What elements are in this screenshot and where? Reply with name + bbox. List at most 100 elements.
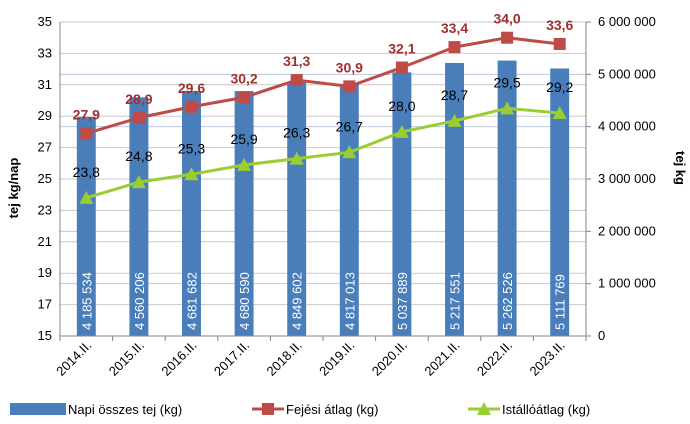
bar	[445, 62, 464, 336]
data-labels: 4 185 534 4 560 206 4 681 682 4 680 590 4 84…	[73, 11, 574, 330]
red-data-label: 34,0	[493, 11, 520, 27]
y-right-tick-label: 2 000 000	[598, 223, 656, 238]
line-point	[343, 80, 356, 93]
green-data-label: 24,8	[125, 148, 152, 164]
y-left-tick-label: 27	[38, 140, 52, 155]
y-left-tick-label: 21	[38, 234, 52, 249]
red-data-label: 30,2	[230, 70, 257, 86]
bar-data-label: 5 111 769	[553, 274, 568, 330]
line-point	[79, 190, 94, 204]
line-point	[342, 145, 357, 159]
bar	[234, 91, 254, 336]
red-data-label: 33,4	[441, 20, 468, 36]
green-data-label: 28,7	[441, 87, 468, 103]
bar	[182, 90, 201, 336]
line-point	[132, 111, 145, 124]
bar-data-label: 4 560 206	[132, 272, 147, 330]
line-point	[395, 61, 408, 74]
x-tick-label: 2017.II.	[211, 338, 252, 379]
bar	[339, 83, 359, 336]
legend-marker	[477, 402, 491, 415]
y-right-tick-label: 0	[598, 328, 605, 343]
y-left-tick-label: 19	[38, 265, 52, 280]
line-point	[500, 101, 515, 115]
bar	[129, 97, 149, 337]
legend-marker	[262, 403, 274, 415]
bar	[550, 68, 570, 336]
line-point	[501, 31, 514, 44]
bar-series	[76, 60, 570, 337]
line-point	[448, 41, 461, 54]
y-left-tick-label: 35	[38, 14, 52, 29]
line-point	[552, 106, 567, 120]
line-series	[79, 31, 567, 204]
bar-data-label: 4 849 602	[290, 272, 305, 330]
bar-data-label: 5 037 889	[395, 272, 410, 330]
green-data-label: 26,3	[283, 125, 310, 141]
line-point	[131, 175, 146, 189]
line-point	[394, 124, 409, 138]
x-tick-label: 2020.II.	[369, 338, 410, 379]
bar	[392, 72, 412, 337]
x-tick-label: 2022.II.	[474, 338, 515, 379]
line-point	[185, 100, 198, 113]
green-data-label: 23,8	[73, 164, 100, 180]
line-point	[238, 91, 251, 104]
y-left-tick-label: 15	[38, 328, 52, 343]
red-data-label: 28,9	[125, 91, 152, 107]
line-point	[80, 127, 93, 140]
y-left-tick-label: 23	[38, 202, 52, 217]
line-point	[289, 151, 304, 165]
y-right-tick-label: 4 000 000	[598, 119, 656, 134]
red-data-label: 32,1	[388, 41, 415, 57]
red-data-label: 33,6	[546, 17, 573, 33]
series-line	[85, 106, 560, 200]
bar-data-label: 5 217 551	[448, 272, 463, 330]
line-point	[237, 157, 252, 171]
legend-swatch	[10, 403, 66, 415]
bar-data-label: 4 681 682	[185, 272, 200, 330]
red-data-label: 27,9	[73, 106, 100, 122]
y-right-tick-label: 6 000 000	[598, 14, 656, 29]
line-point	[553, 37, 566, 50]
green-data-label: 28,0	[388, 98, 415, 114]
y-left-tick-label: 31	[38, 77, 52, 92]
legend: Napi összes tej (kg) Fejési átlag (kg) Ist…	[10, 402, 590, 417]
line-point	[184, 167, 199, 181]
bar-data-label: 4 680 590	[237, 272, 252, 330]
x-tick-label: 2018.II.	[264, 338, 305, 379]
green-data-label: 26,7	[336, 118, 363, 134]
green-data-label: 25,9	[230, 131, 257, 147]
bar	[76, 116, 96, 336]
bar-data-label: 5 262 526	[500, 272, 515, 330]
bar	[287, 82, 307, 336]
series-line	[85, 36, 560, 135]
y-left-axis-title: tej kg/nap	[6, 158, 21, 219]
x-tick-label: 2021.II.	[421, 338, 462, 379]
x-tick-label: 2016.II.	[158, 338, 199, 379]
line-point	[290, 74, 303, 87]
y-right-tick-label: 1 000 000	[598, 276, 656, 291]
red-data-label: 29,6	[178, 80, 205, 96]
green-data-label: 25,3	[178, 140, 205, 156]
red-data-label: 30,9	[336, 59, 363, 75]
green-data-label: 29,5	[493, 74, 520, 90]
green-data-label: 29,2	[546, 79, 573, 95]
x-tick-label: 2015.II.	[106, 338, 147, 379]
y-left-tick-label: 17	[38, 297, 52, 312]
y-right-tick-label: 3 000 000	[598, 171, 656, 186]
y-left-tick-label: 33	[38, 45, 52, 60]
red-data-label: 31,3	[283, 53, 310, 69]
y-right-axis-title: tej kg	[673, 151, 688, 185]
bar-data-label: 4 817 013	[342, 272, 357, 330]
x-tick-label: 2023.II.	[527, 338, 568, 379]
line-point	[447, 113, 462, 127]
bar-data-label: 4 185 534	[79, 272, 94, 330]
x-tick-label: 2014.II.	[53, 338, 94, 379]
legend-label: Istállóátlag (kg)	[502, 402, 590, 417]
x-tick-label: 2019.II.	[316, 338, 357, 379]
legend-label: Napi összes tej (kg)	[68, 402, 182, 417]
bar	[497, 60, 517, 336]
y-left-tick-label: 25	[38, 171, 52, 186]
